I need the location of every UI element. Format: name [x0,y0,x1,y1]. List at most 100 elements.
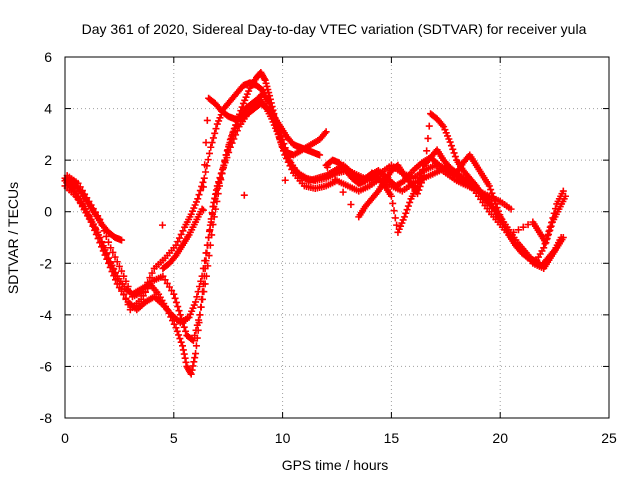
data-point [176,311,184,319]
data-point [543,235,551,243]
data-point [331,176,339,184]
x-tick-label: 0 [61,430,69,446]
data-point [487,186,495,194]
data-point [559,187,567,195]
data-point [122,295,130,303]
data-point [199,206,207,214]
data-point [240,191,248,199]
data-point [94,228,102,236]
data-point [389,199,397,207]
data-point [347,200,355,208]
x-tick-label: 20 [492,430,508,446]
y-tick-label: -8 [40,410,53,426]
data-point [258,85,266,93]
data-point [191,331,199,339]
data-point [201,161,209,169]
data-point [193,293,201,301]
data-point [87,216,95,224]
data-point [172,324,180,332]
data-point [400,213,408,221]
data-point [194,195,202,203]
data-point [175,331,183,339]
series-track-e [159,94,569,272]
data-point [118,267,126,275]
data-point [200,288,208,296]
data-point [175,234,183,242]
data-point [122,277,130,285]
data-point [188,336,196,344]
data-point [201,280,209,288]
data-point [85,212,93,220]
data-point [540,244,548,252]
data-point [172,298,180,306]
data-point [387,192,395,200]
data-point [390,207,398,215]
data-point [195,316,203,324]
data-point [204,156,212,164]
data-point [163,279,171,287]
data-point [211,129,219,137]
data-point [174,238,182,246]
data-point [142,283,150,291]
data-point [222,151,230,159]
data-point [148,269,156,277]
data-point [196,311,204,319]
data-point [195,282,203,290]
data-point [447,142,455,150]
data-point [316,151,324,159]
data-point [191,354,199,362]
x-tick-label: 15 [384,430,400,446]
data-point [510,228,518,236]
data-point [223,147,231,155]
data-point [179,342,187,350]
data-point [419,165,427,173]
data-point [281,176,289,184]
data-point [425,122,433,130]
data-point [280,147,288,155]
data-point [416,174,424,182]
data-point [546,226,554,234]
data-point [197,277,205,285]
data-point [524,221,532,229]
data-point [172,241,180,249]
x-tick-label: 25 [601,430,617,446]
data-point [190,358,198,366]
data-point [219,163,227,171]
data-point [181,354,189,362]
data-point [449,145,457,153]
data-point [210,213,218,221]
data-point [105,238,113,246]
data-point [139,288,147,296]
data-point [279,143,287,151]
data-point [403,206,411,214]
data-point [218,170,226,178]
data-point [209,134,217,142]
data-point [204,262,212,270]
data-point [196,187,204,195]
data-point [177,230,185,238]
data-point [489,193,497,201]
data-point [339,188,347,196]
data-point [182,358,190,366]
data-point [115,280,123,288]
data-point [199,295,207,303]
data-point [100,244,108,252]
data-point [118,236,126,244]
data-point [286,158,294,166]
data-point [170,290,178,298]
data-point [137,295,145,303]
data-point [180,323,188,331]
data-point [126,288,134,296]
data-point [514,226,522,234]
data-point [406,198,414,206]
data-point [96,234,104,241]
data-point [488,189,496,197]
data-point [89,220,97,228]
data-point [208,139,216,147]
data-point [213,197,221,205]
data-point [202,168,210,176]
data-point [174,303,182,311]
data-point [221,157,229,165]
data-point [158,221,166,229]
